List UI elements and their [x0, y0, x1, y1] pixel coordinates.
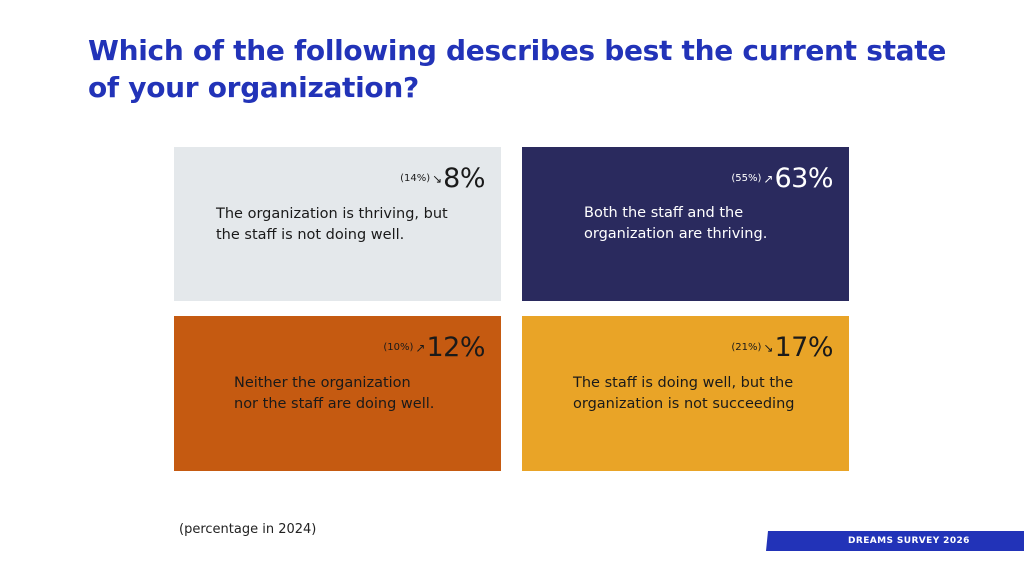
stat-group: (14%) ↘8%: [400, 163, 485, 195]
arrow-down-right-icon: ↘: [763, 341, 774, 355]
previous-percentage: (21%): [731, 342, 762, 353]
quadrant-both-thriving: (55%) ↗63% Both the staff and the organiza…: [522, 147, 849, 301]
brand-label: DREAMS SURVEY 2026: [848, 536, 970, 546]
description-line-2: nor the staff are doing well.: [234, 396, 435, 412]
current-percentage: 8%: [443, 163, 485, 194]
description-line-2: the staff is not doing well.: [216, 227, 405, 243]
description-line-1: Both the staff and the: [584, 205, 744, 221]
current-percentage: 17%: [774, 332, 833, 363]
quadrant-description: The organization is thriving, but the sta…: [216, 204, 448, 246]
quadrant-description: Neither the organization nor the staff ar…: [234, 373, 434, 415]
arrow-up-right-icon: ↗: [763, 172, 774, 186]
previous-percentage: (10%): [383, 342, 414, 353]
description-line-2: organization are thriving.: [584, 226, 768, 242]
current-percentage: 63%: [774, 163, 833, 194]
description-line-2: organization is not succeeding: [573, 396, 795, 412]
previous-percentage: (55%): [731, 173, 762, 184]
quadrant-description: The staff is doing well, but the organiza…: [573, 373, 794, 415]
quadrant-staff-well-org-not: (21%) ↘17% The staff is doing well, but t…: [522, 316, 849, 471]
quadrant-description: Both the staff and the organization are t…: [584, 203, 767, 245]
stat-group: (55%) ↗63%: [731, 163, 833, 195]
arrow-down-right-icon: ↘: [432, 172, 443, 186]
page-title: Which of the following describes best th…: [88, 34, 947, 104]
description-line-1: The organization is thriving, but: [216, 206, 448, 222]
description-line-1: Neither the organization: [234, 375, 411, 391]
quadrant-neither-doing-well: (10%) ↗12% Neither the organization nor th…: [174, 316, 501, 471]
current-percentage: 12%: [426, 332, 485, 363]
brand-bar: DREAMS SURVEY 2026: [766, 531, 1024, 551]
quadrant-org-thriving-staff-not: (14%) ↘8% The organization is thriving, b…: [174, 147, 501, 301]
description-line-1: The staff is doing well, but the: [573, 375, 794, 391]
footnote: (percentage in 2024): [179, 522, 317, 537]
stat-group: (21%) ↘17%: [731, 332, 833, 364]
arrow-up-right-icon: ↗: [415, 341, 426, 355]
previous-percentage: (14%): [400, 173, 431, 184]
stat-group: (10%) ↗12%: [383, 332, 485, 364]
